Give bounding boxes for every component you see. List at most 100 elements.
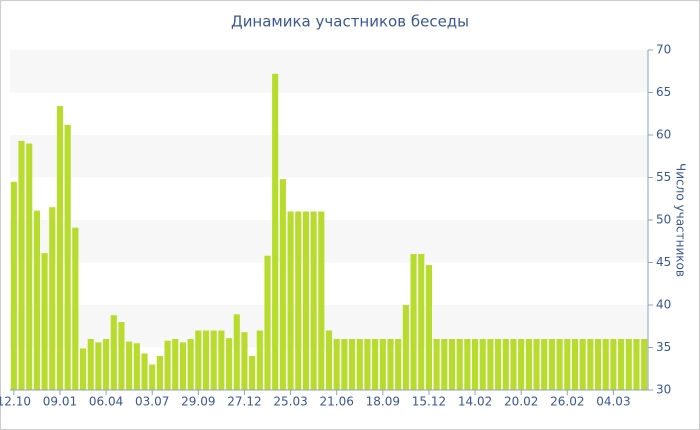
x-tick-label: 29.09 — [181, 395, 215, 409]
bar — [410, 254, 417, 390]
bar — [179, 342, 187, 390]
bar — [49, 207, 56, 390]
bar — [241, 332, 248, 390]
bar — [87, 339, 94, 390]
bar — [533, 339, 540, 390]
bar — [502, 339, 509, 390]
bar — [425, 265, 433, 390]
bar — [395, 339, 402, 390]
bar — [26, 143, 33, 390]
bar — [495, 339, 502, 390]
bar — [256, 330, 263, 390]
bar — [10, 181, 17, 390]
bar — [272, 73, 279, 391]
bar — [18, 140, 25, 390]
bar — [441, 339, 448, 390]
bar — [556, 339, 563, 390]
bar — [618, 339, 625, 390]
bar — [264, 255, 271, 390]
bar — [610, 339, 617, 390]
bar — [310, 211, 317, 390]
x-tick-label: 06.04 — [89, 395, 123, 409]
bar — [641, 339, 648, 390]
bar — [302, 211, 310, 390]
bar — [156, 356, 163, 390]
bar — [356, 339, 363, 390]
bar — [364, 339, 371, 390]
bar — [464, 339, 471, 390]
x-tick-label: 21.06 — [320, 395, 354, 409]
bar — [418, 254, 425, 390]
x-tick-label: 26.02 — [550, 395, 584, 409]
bar — [195, 330, 202, 390]
bar — [571, 339, 579, 390]
bar — [187, 339, 194, 390]
bar — [625, 339, 632, 390]
bar — [333, 339, 340, 390]
bar — [33, 210, 40, 390]
bar — [133, 343, 140, 390]
y-axis-label: Число участников — [674, 163, 688, 277]
bar — [95, 342, 102, 390]
y-tick-label: 40 — [656, 298, 671, 312]
bar — [633, 339, 640, 390]
bar — [202, 330, 210, 390]
bar — [564, 339, 571, 390]
bar — [126, 341, 133, 390]
bar — [233, 314, 240, 390]
bar — [348, 339, 356, 390]
bar — [225, 338, 233, 390]
bar — [518, 339, 525, 390]
x-tick-label: 15.12 — [412, 395, 446, 409]
bar — [141, 353, 148, 390]
bar — [402, 305, 409, 390]
bar — [72, 227, 79, 390]
bar — [379, 339, 386, 390]
bar — [487, 339, 494, 390]
bar — [56, 106, 64, 390]
y-tick-label: 35 — [656, 340, 671, 354]
x-tick-label: 03.07 — [135, 395, 169, 409]
bar — [318, 211, 325, 390]
x-tick-label: 20.02 — [504, 395, 538, 409]
y-tick-label: 30 — [656, 383, 671, 397]
bar — [41, 253, 48, 390]
y-tick-label: 50 — [656, 213, 671, 227]
bar — [325, 330, 333, 390]
x-tick-label: 09.01 — [43, 395, 77, 409]
bar — [287, 211, 294, 390]
bar — [372, 339, 379, 390]
bar — [456, 339, 463, 390]
chart-title: Динамика участников беседы — [231, 13, 469, 31]
bar — [103, 339, 110, 390]
bar — [479, 339, 486, 390]
bar — [541, 339, 548, 390]
x-tick-label: 04.03 — [596, 395, 630, 409]
bar — [172, 339, 179, 390]
grid-band — [10, 50, 648, 93]
bar — [579, 339, 586, 390]
bar — [548, 339, 555, 390]
y-tick-label: 65 — [656, 85, 671, 99]
x-tick-label: 25.03 — [273, 395, 307, 409]
bar — [471, 339, 479, 390]
bar — [433, 339, 440, 390]
x-tick-label: 12.10 — [0, 395, 31, 409]
bar — [149, 364, 156, 390]
x-tick-label: 18.09 — [366, 395, 400, 409]
bar — [118, 322, 125, 390]
bar — [295, 211, 302, 390]
x-tick-label: 27.12 — [227, 395, 261, 409]
grid-band — [10, 135, 648, 178]
y-tick-label: 55 — [656, 170, 671, 184]
bar — [594, 339, 602, 390]
bar — [110, 315, 117, 390]
x-tick-label: 14.02 — [458, 395, 492, 409]
bar — [249, 356, 256, 390]
bar — [602, 339, 609, 390]
y-tick-label: 60 — [656, 128, 671, 142]
bar — [448, 339, 456, 390]
bar — [387, 339, 394, 390]
y-tick-label: 45 — [656, 255, 671, 269]
